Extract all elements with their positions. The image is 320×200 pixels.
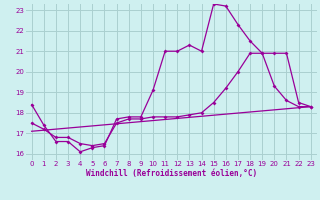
X-axis label: Windchill (Refroidissement éolien,°C): Windchill (Refroidissement éolien,°C) xyxy=(86,169,257,178)
